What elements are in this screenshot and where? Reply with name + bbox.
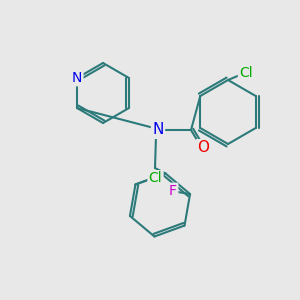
Text: N: N (152, 122, 164, 137)
Text: F: F (169, 184, 177, 198)
Text: O: O (197, 140, 209, 155)
Text: Cl: Cl (149, 171, 162, 185)
Text: N: N (72, 71, 82, 85)
Text: Cl: Cl (239, 66, 253, 80)
